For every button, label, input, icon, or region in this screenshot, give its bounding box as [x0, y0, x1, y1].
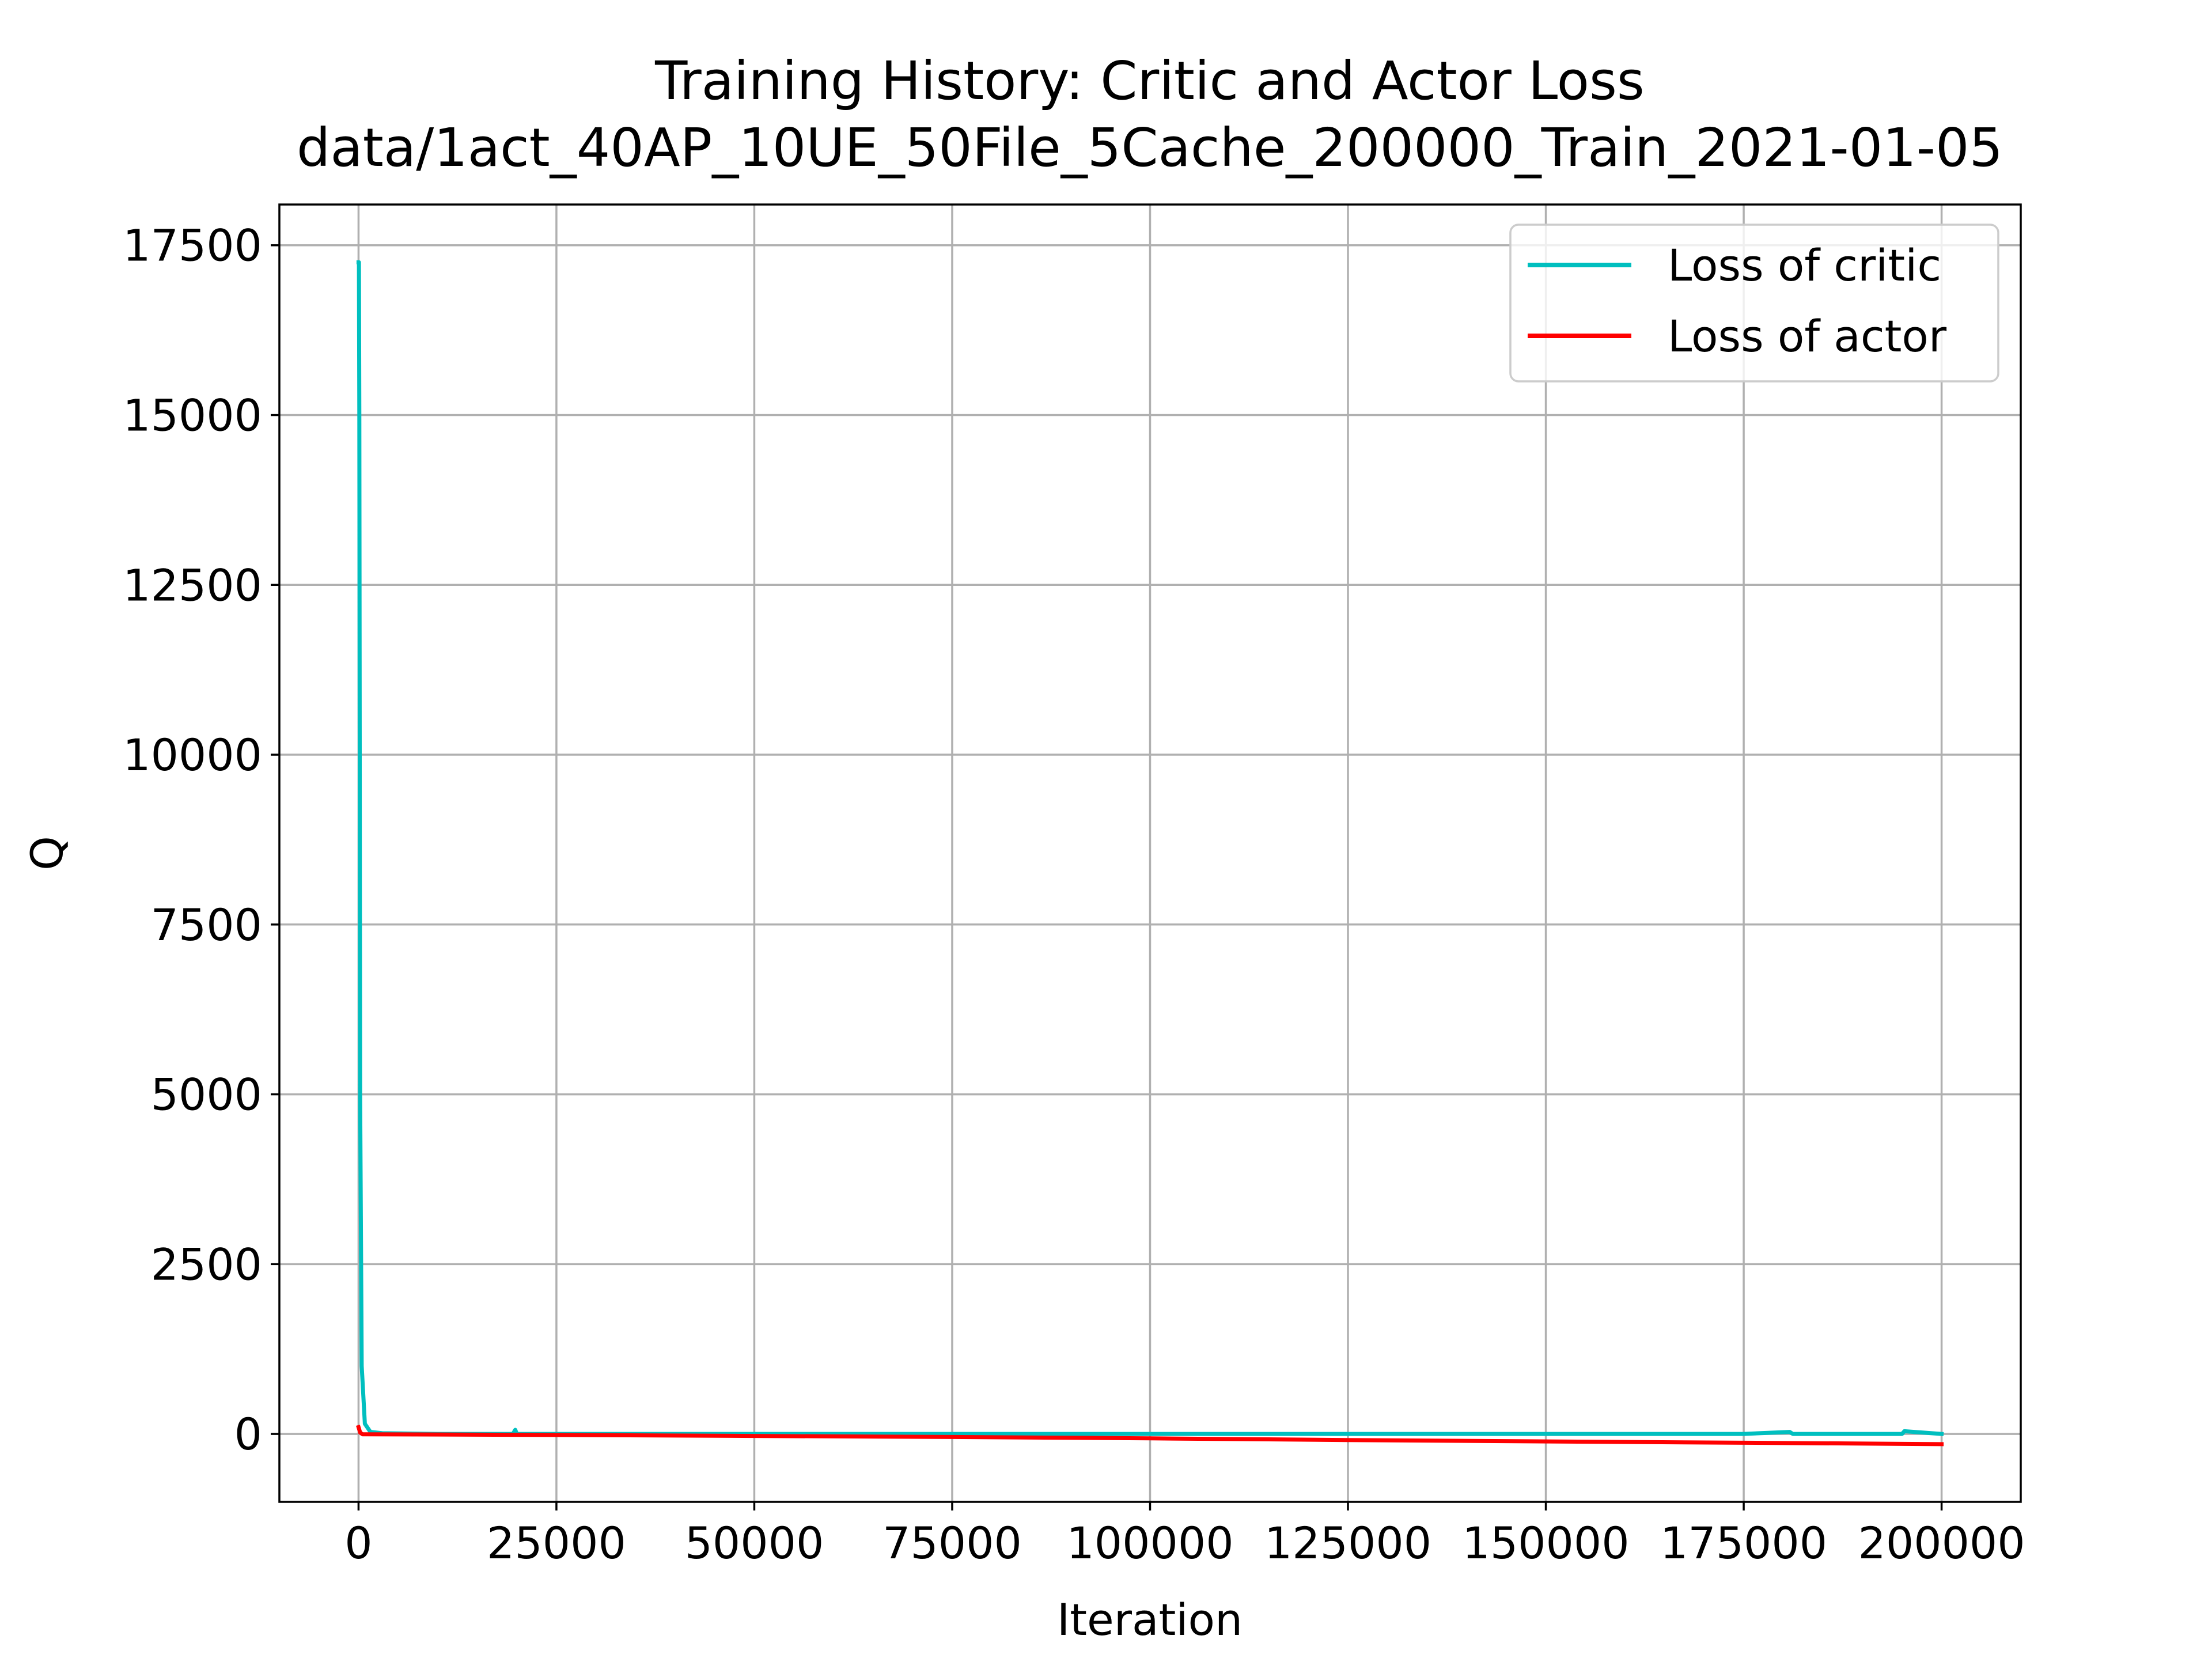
x-axis-ticks: 0 25000 50000 75000 100000 125000 150000 175000… — [344, 1502, 2025, 1569]
y-tick-label: 2500 — [151, 1239, 262, 1290]
x-tick-label: 100000 — [1066, 1517, 1233, 1569]
chart-subtitle: data/1act_40AP_10UE_50File_5Cache_200000… — [297, 117, 2003, 179]
x-axis-label: Iteration — [1057, 1594, 1243, 1645]
x-tick-label: 200000 — [1858, 1517, 2025, 1569]
y-tick-label: 7500 — [151, 899, 262, 951]
y-tick-label: 17500 — [123, 220, 262, 271]
y-tick-label: 12500 — [123, 559, 262, 611]
y-tick-label: 5000 — [151, 1069, 262, 1120]
legend: Loss of critic Loss of actor — [1509, 224, 1999, 383]
x-tick-label: 0 — [344, 1517, 372, 1569]
legend-label-critic: Loss of critic — [1668, 240, 1941, 291]
legend-box — [1509, 224, 1999, 383]
legend-label-actor: Loss of actor — [1668, 311, 1947, 362]
x-tick-label: 50000 — [685, 1517, 824, 1569]
x-tick-label: 75000 — [882, 1517, 1022, 1569]
y-tick-label: 10000 — [123, 729, 262, 781]
y-tick-label: 15000 — [123, 390, 262, 441]
y-tick-label: 0 — [234, 1409, 262, 1460]
chart-title: Training History: Critic and Actor Loss — [654, 50, 1645, 112]
series-line-actor — [356, 1424, 1944, 1447]
x-tick-label: 125000 — [1264, 1517, 1431, 1569]
x-tick-label: 150000 — [1462, 1517, 1629, 1569]
y-axis-label: Q — [21, 836, 73, 870]
y-axis-ticks: 0 2500 5000 7500 10000 12500 15000 17500 — [123, 220, 279, 1460]
series-lines — [356, 260, 1944, 1447]
x-tick-label: 25000 — [487, 1517, 626, 1569]
x-tick-label: 175000 — [1660, 1517, 1827, 1569]
